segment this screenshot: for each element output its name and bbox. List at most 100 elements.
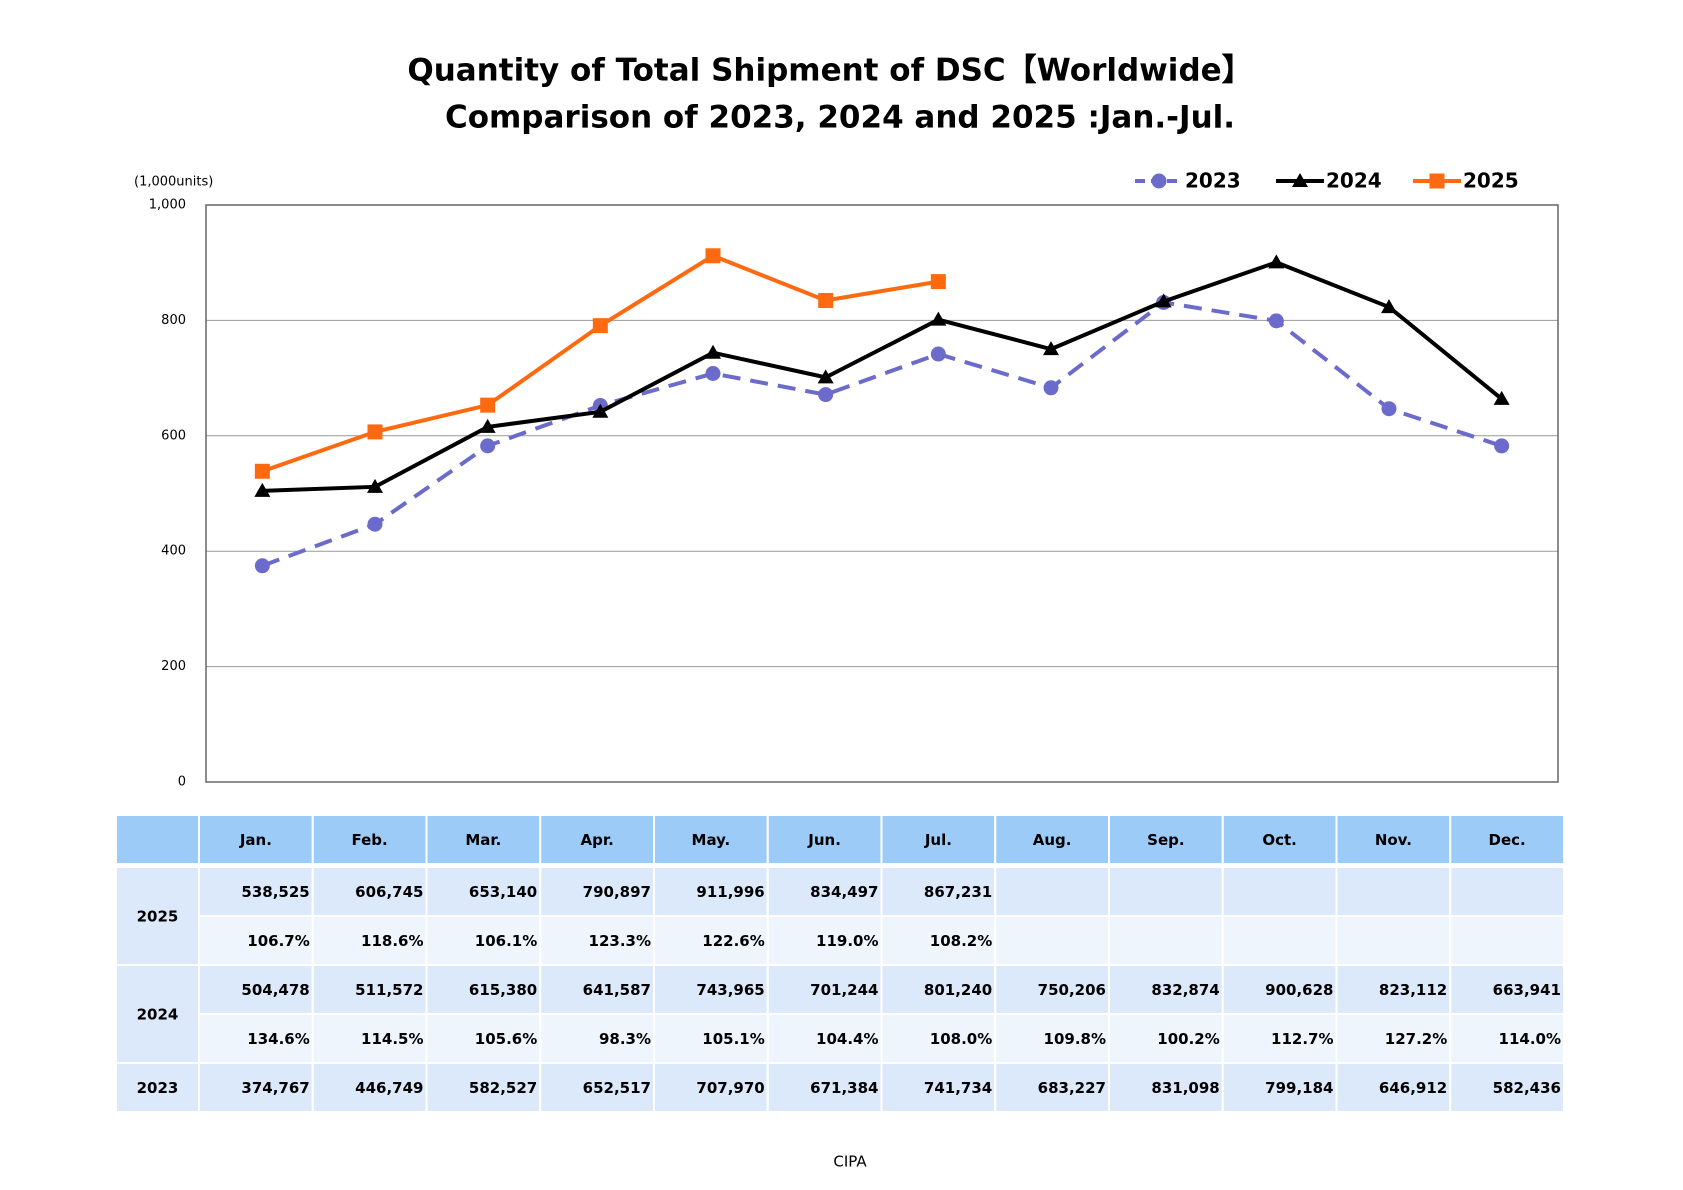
table-cell-value: 123.3% <box>589 932 651 950</box>
table-cell <box>1449 1062 1565 1113</box>
table-cell-value: 112.7% <box>1271 1030 1333 1048</box>
table-cell-value: 446,749 <box>355 1079 423 1097</box>
point <box>705 344 721 359</box>
point <box>930 274 946 290</box>
table-cell-value: 114.5% <box>361 1030 423 1048</box>
table-header-label: Jul. <box>924 831 952 849</box>
legend-marker <box>1292 173 1308 187</box>
point <box>254 482 271 497</box>
table-cell <box>766 1062 883 1113</box>
table-header-cell <box>1335 814 1452 865</box>
point <box>480 397 496 413</box>
table-cell-value: 832,874 <box>1151 981 1219 999</box>
table-cell-value: 119.0% <box>816 932 878 950</box>
table-cell-value: 606,745 <box>355 883 423 901</box>
table-header-label: Nov. <box>1375 831 1412 849</box>
table-cell <box>1335 915 1452 966</box>
table-cell <box>425 1062 542 1113</box>
point <box>1043 380 1059 396</box>
table-cell <box>311 1062 428 1113</box>
table-cell-value: 114.0% <box>1499 1030 1561 1048</box>
table-cell <box>1335 866 1452 917</box>
table-header-cell <box>653 814 769 865</box>
series-line <box>262 260 1503 493</box>
table-header-cell <box>115 814 200 865</box>
table-cell-value: 823,112 <box>1379 981 1447 999</box>
point <box>1381 299 1397 314</box>
table-cell-value: 108.0% <box>930 1030 992 1048</box>
table-cell-value: 707,970 <box>696 1079 764 1097</box>
point <box>1155 293 1172 308</box>
table-cell-value: 105.6% <box>475 1030 537 1048</box>
table-row-label: 2025 <box>137 908 179 926</box>
table-cell <box>198 1062 314 1113</box>
series-line <box>261 300 1503 568</box>
table-cell <box>1108 866 1224 917</box>
table-cell-value: 663,941 <box>1493 981 1561 999</box>
table-header-label: May. <box>692 831 731 849</box>
table-cell-value: 118.6% <box>361 932 423 950</box>
table-cell <box>994 866 1110 917</box>
table-cell <box>1221 1062 1338 1113</box>
point <box>1043 341 1059 356</box>
table-cell-value: 98.3% <box>599 1030 651 1048</box>
point <box>367 478 383 493</box>
table-cell <box>880 1062 997 1113</box>
table-cell-value: 750,206 <box>1038 981 1106 999</box>
table-cell <box>994 1013 1110 1064</box>
point <box>1494 438 1510 454</box>
legend-label: 2025 <box>1463 169 1519 193</box>
point <box>705 366 721 382</box>
point <box>1381 401 1397 417</box>
table-row-label: 2023 <box>137 1079 179 1097</box>
point <box>592 318 608 334</box>
table-cell <box>1449 915 1565 966</box>
table-cell-value: 790,897 <box>583 883 651 901</box>
legend-label: 2024 <box>1326 169 1382 193</box>
table-cell <box>653 866 769 917</box>
point <box>254 558 270 574</box>
table-cell-value: 867,231 <box>924 883 992 901</box>
table-header-cell <box>311 814 428 865</box>
table-cell <box>1449 1013 1565 1064</box>
point <box>930 346 946 362</box>
point <box>367 516 383 532</box>
table-header-cell <box>539 814 655 865</box>
point <box>817 369 834 384</box>
table-header-label: Sep. <box>1147 831 1184 849</box>
table-cell-value: 134.6% <box>247 1030 309 1048</box>
table-cell <box>994 915 1110 966</box>
table-cell-value: 671,384 <box>810 1079 878 1097</box>
table-cell <box>1108 915 1224 966</box>
point <box>1268 313 1284 329</box>
table-row-label-cell <box>115 1062 200 1113</box>
table-header-cell <box>1449 814 1565 865</box>
table-cell <box>1221 915 1338 966</box>
table-cell <box>198 915 314 966</box>
table-cell-value: 615,380 <box>469 981 537 999</box>
table-cell <box>880 964 997 1015</box>
table-cell-value: 653,140 <box>469 883 537 901</box>
table-header-label: Aug. <box>1033 831 1072 849</box>
point <box>705 248 721 264</box>
chart-title: Quantity of Total Shipment of DSC【Worldw… <box>407 53 1252 89</box>
table-header-label: Jun. <box>807 831 841 849</box>
point <box>592 403 609 418</box>
table-cell-value: 831,098 <box>1151 1079 1219 1097</box>
y-tick-label: 0 <box>178 775 186 790</box>
table-cell-value: 799,184 <box>1265 1079 1333 1097</box>
series-line <box>261 253 939 474</box>
table-cell-value: 582,436 <box>1493 1079 1561 1097</box>
table-cell <box>425 964 542 1015</box>
table-cell-value: 106.7% <box>247 932 309 950</box>
table-cell <box>994 964 1110 1015</box>
table-header-label: Feb. <box>352 831 388 849</box>
table-cell-value: 741,734 <box>924 1079 992 1097</box>
table-cell-value: 104.4% <box>816 1030 878 1048</box>
table-header-cell <box>1221 814 1338 865</box>
table-header-label: Dec. <box>1489 831 1526 849</box>
plot-frame <box>205 204 1559 783</box>
table-cell-value: 683,227 <box>1038 1079 1106 1097</box>
table-cell-value: 122.6% <box>702 932 764 950</box>
table-cell-value: 106.1% <box>475 932 537 950</box>
